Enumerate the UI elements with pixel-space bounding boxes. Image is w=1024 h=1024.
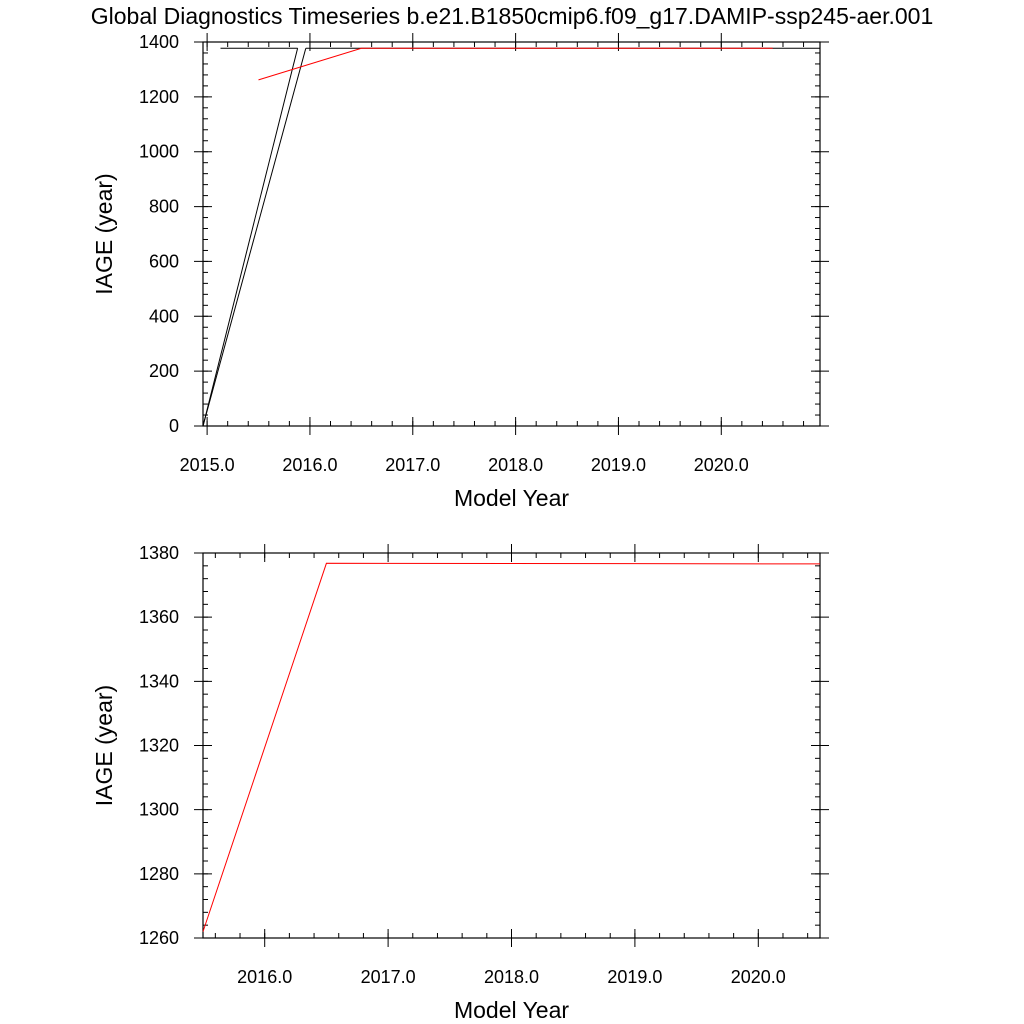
y-tick-label: 800: [149, 197, 179, 217]
series-line-5: [258, 47, 773, 81]
bottom-panel: 1260 1280 1300 1320 1340 1360 1380 2016.0 2017.0…: [91, 543, 829, 1023]
series-line-1: [202, 48, 299, 427]
x-tick-label: 2016.0: [282, 455, 337, 475]
y-tick-label: 1320: [139, 736, 179, 756]
top-panel: 0 200 400 600 800 1000 1200 1400 2015.0 2016.0 201…: [91, 32, 829, 511]
y-tick-label: 1360: [139, 607, 179, 627]
series-line-1: [202, 562, 821, 932]
x-tick-label: 2017.0: [385, 455, 440, 475]
x-tick-label: 2020.0: [731, 967, 786, 987]
x-tick-label: 2017.0: [361, 967, 416, 987]
y-axis-title: IAGE (year): [91, 173, 117, 294]
y-tick-label: 1400: [139, 32, 179, 52]
y-tick-label: 1280: [139, 864, 179, 884]
x-tick-label: 2018.0: [488, 455, 543, 475]
plot-frame: [202, 41, 821, 427]
y-tick-label: 1000: [139, 142, 179, 162]
y-tick-label: 1380: [139, 543, 179, 563]
series-line-3: [202, 48, 307, 427]
x-tick-label: 2019.0: [591, 455, 646, 475]
plot-frame: [202, 552, 821, 939]
x-tick-label: 2019.0: [607, 967, 662, 987]
y-tick-label: 1300: [139, 800, 179, 820]
y-tick-label: 600: [149, 251, 179, 271]
y-axis-title: IAGE (year): [91, 685, 117, 806]
y-tick-label: 1260: [139, 928, 179, 948]
x-tick-label: 2020.0: [694, 455, 749, 475]
x-tick-label: 2015.0: [180, 455, 235, 475]
y-tick-label: 0: [169, 416, 179, 436]
figure-title: Global Diagnostics Timeseries b.e21.B185…: [91, 3, 934, 29]
y-tick-label: 200: [149, 361, 179, 381]
y-tick-label: 400: [149, 306, 179, 326]
x-axis-title: Model Year: [454, 485, 569, 511]
x-tick-label: 2016.0: [237, 967, 292, 987]
x-tick-label: 2018.0: [484, 967, 539, 987]
x-axis-title: Model Year: [454, 997, 569, 1023]
y-tick-label: 1340: [139, 671, 179, 691]
y-tick-label: 1200: [139, 87, 179, 107]
